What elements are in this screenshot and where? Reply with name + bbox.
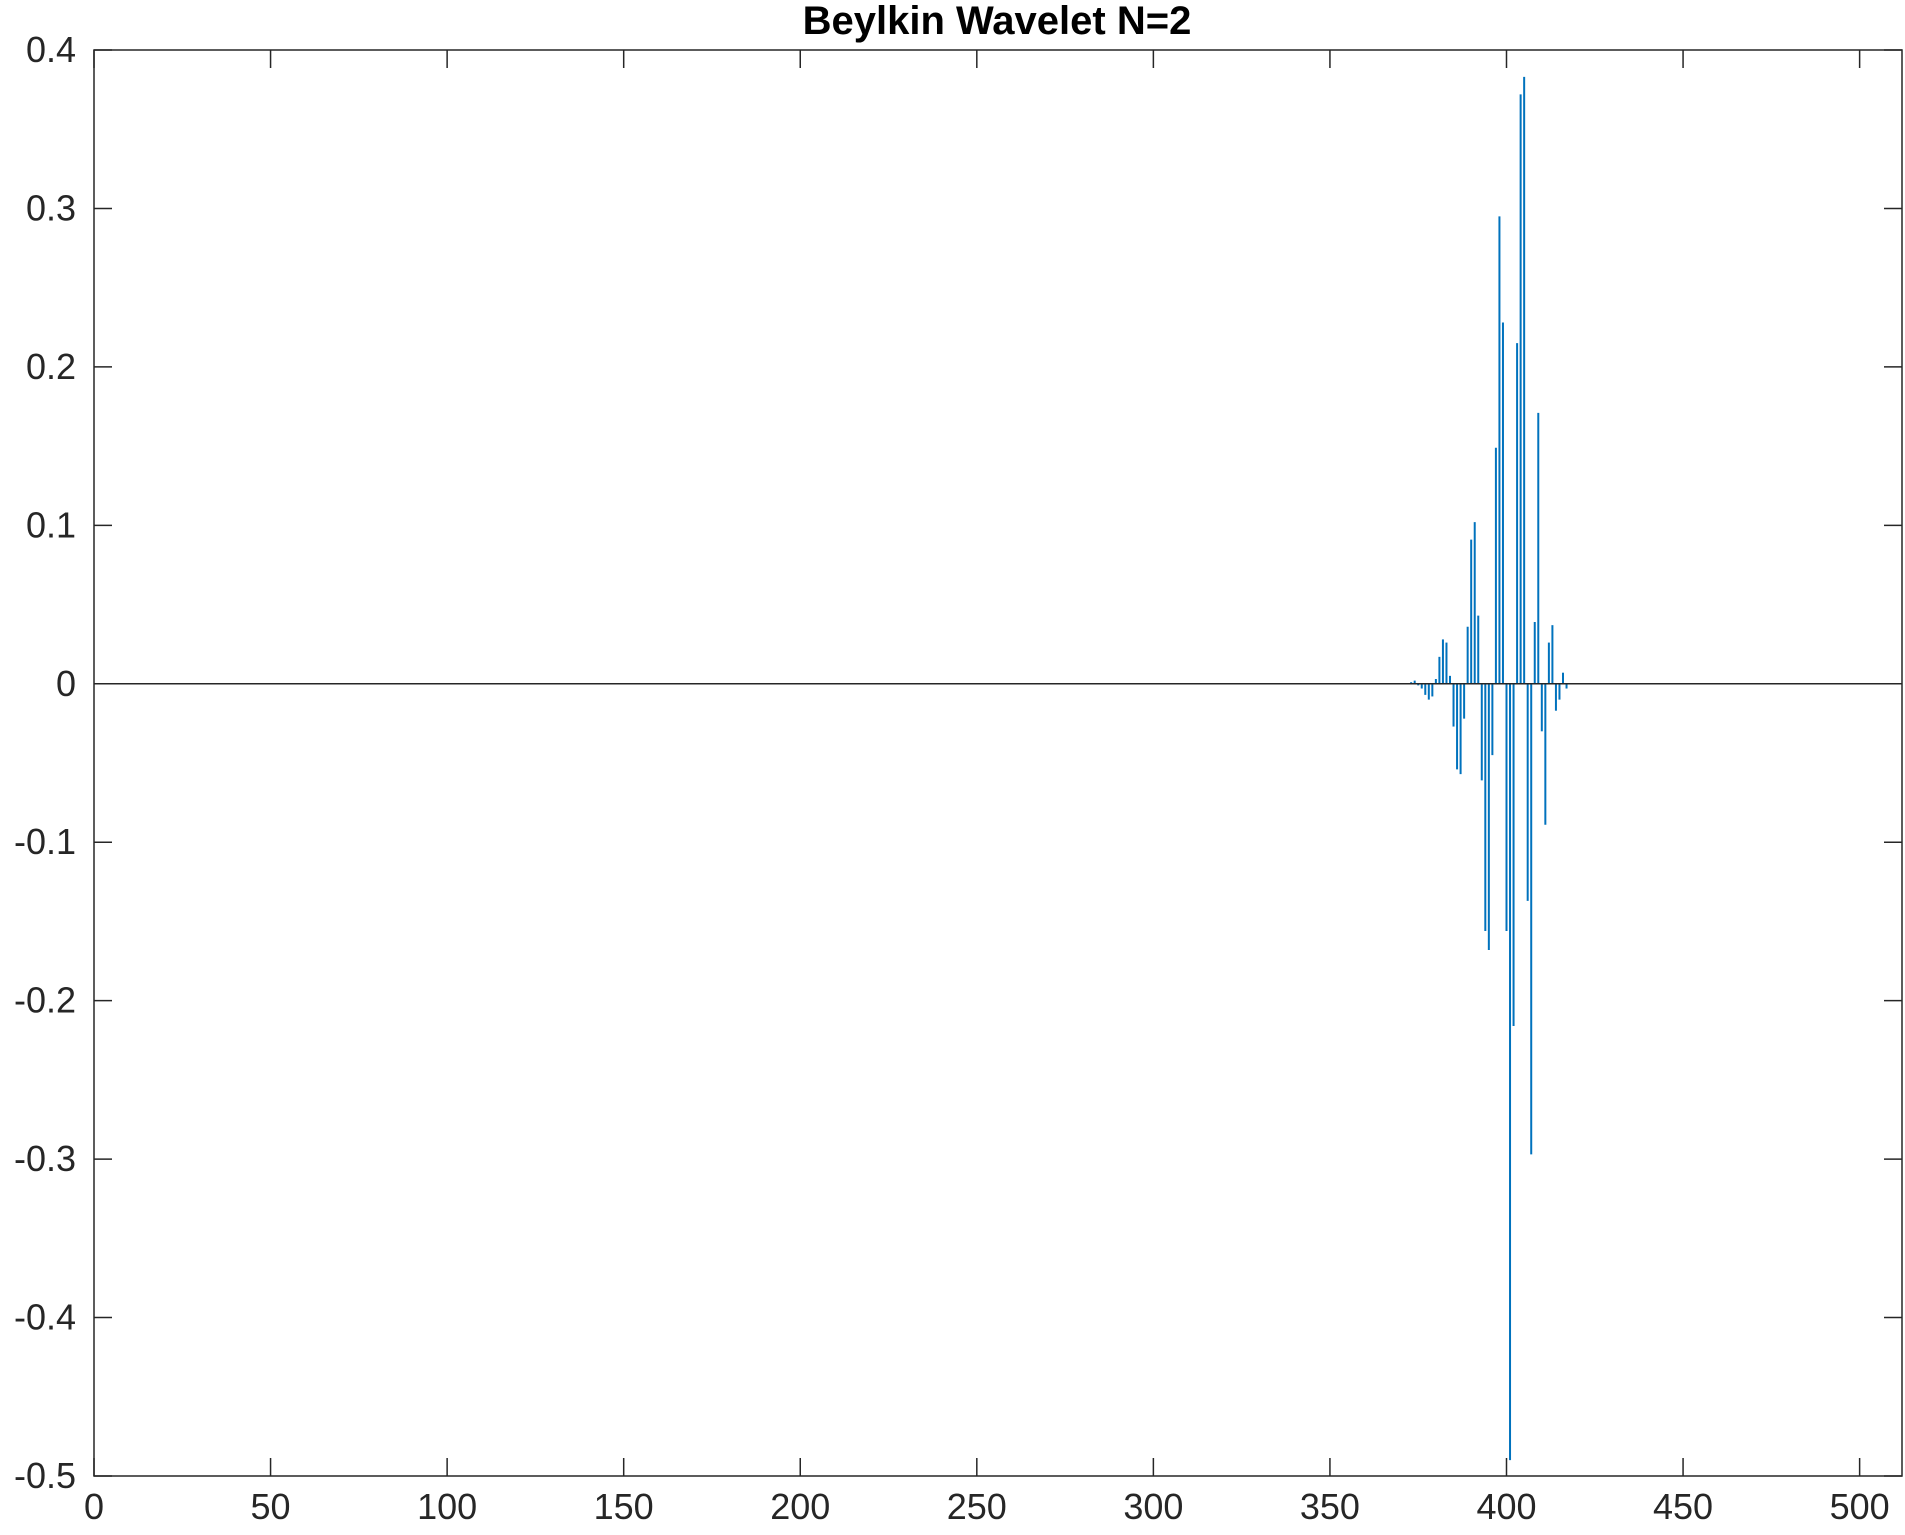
x-tick-label: 500 [1830,1486,1890,1527]
y-tick-label: 0.3 [26,187,76,228]
x-tick-label: 0 [84,1486,104,1527]
y-tick-label: 0.4 [26,29,76,70]
y-tick-label: 0.1 [26,504,76,545]
x-tick-label: 150 [594,1486,654,1527]
x-tick-label: 350 [1300,1486,1360,1527]
y-axis: 0.4 0.3 0.2 0.1 0 -0.1 -0.2 -0.3 -0.4 -0.5 [14,29,1902,1496]
x-tick-label: 200 [770,1486,830,1527]
x-tick-label: 450 [1653,1486,1713,1527]
y-tick-label: -0.2 [14,980,76,1021]
x-axis: 0 50 100 150 200 250 300 350 400 450 500 [84,50,1890,1527]
x-tick-label: 300 [1123,1486,1183,1527]
x-tick-label: 100 [417,1486,477,1527]
x-tick-label: 250 [947,1486,1007,1527]
y-tick-label: 0.2 [26,346,76,387]
chart-title: Beylkin Wavelet N=2 [803,0,1192,43]
y-tick-label: 0 [56,663,76,704]
x-tick-label: 50 [251,1486,291,1527]
x-tick-label: 400 [1476,1486,1536,1527]
y-tick-label: -0.4 [14,1297,76,1338]
plot-area [94,50,1902,1476]
bar-series [1410,76,1568,1461]
plot-frame [93,49,1903,1477]
y-tick-label: -0.1 [14,821,76,862]
y-tick-label: -0.5 [14,1455,76,1496]
y-tick-label: -0.3 [14,1138,76,1179]
